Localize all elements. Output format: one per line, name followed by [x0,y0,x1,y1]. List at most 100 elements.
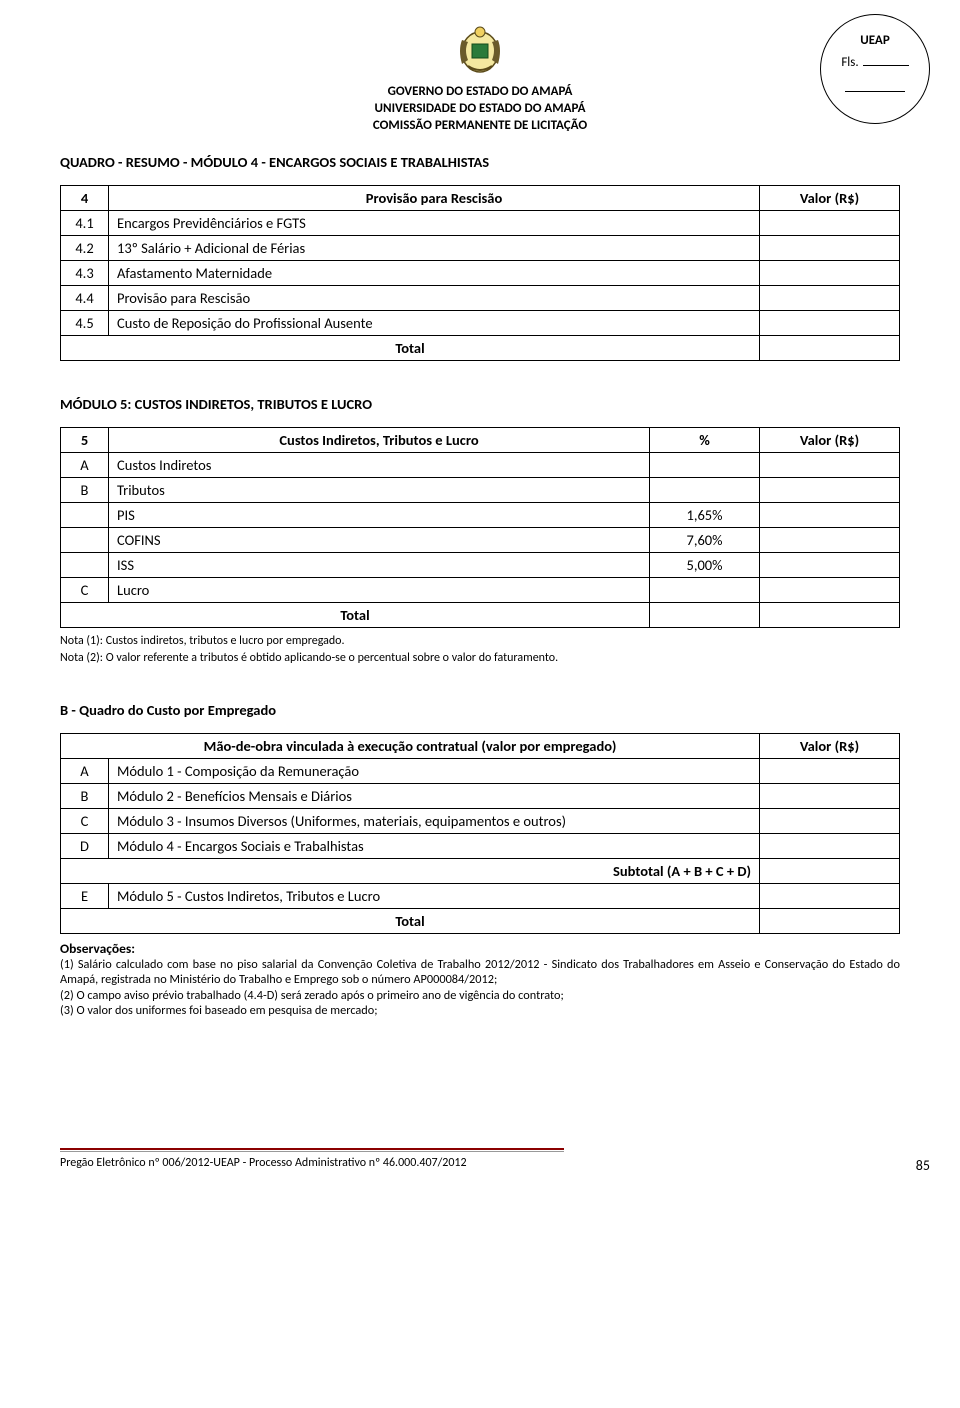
table-row: Total [61,602,900,627]
cell-desc: Encargos Previdênciários e FGTS [109,210,760,235]
cell-desc: Custo de Reposição do Profissional Ausen… [109,310,760,335]
cell-val [760,452,900,477]
table-row: 4.3 Afastamento Maternidade [61,260,900,285]
cell-val [760,908,900,933]
table-row: 4.2 13º Salário + Adicional de Férias [61,235,900,260]
cell-key: C [61,577,109,602]
cell-val [760,477,900,502]
obs-title: Observações: [60,940,900,957]
table-row: C Lucro [61,577,900,602]
table-row: ISS 5,00% [61,552,900,577]
mod5-table: 5 Custos Indiretos, Tributos e Lucro % V… [60,427,900,628]
cell-key: A [61,452,109,477]
custo-subtotal: Subtotal (A + B + C + D) [61,858,760,883]
stamp-circle: UEAP Fls. [820,14,930,124]
cell-num: 4.3 [61,260,109,285]
cell-num: 4.2 [61,235,109,260]
cell-val [760,858,900,883]
cell-num: 4.5 [61,310,109,335]
cell-desc: Lucro [109,577,650,602]
cell-pct [650,577,760,602]
table-row: Subtotal (A + B + C + D) [61,858,900,883]
footer: Pregão Eletrônico nº 006/2012-UEAP - Pro… [60,1148,900,1170]
state-crest-icon [448,20,512,76]
cell-pct [650,452,760,477]
mod4-total: Total [61,335,760,360]
mod5-h-num: 5 [61,427,109,452]
custo-table: Mão-de-obra vinculada à execução contrat… [60,733,900,934]
table-row: C Módulo 3 - Insumos Diversos (Uniformes… [61,808,900,833]
cell-desc: PIS [109,502,650,527]
cell-val [760,210,900,235]
table-row: COFINS 7,60% [61,527,900,552]
cell-blank [61,502,109,527]
obs-line-2: (2) O campo aviso prévio trabalhado (4.4… [60,988,900,1003]
cell-desc: ISS [109,552,650,577]
cell-val [760,783,900,808]
quadro-title: QUADRO - RESUMO - MÓDULO 4 - ENCARGOS SO… [60,153,900,171]
footer-rule [60,1148,564,1152]
cell-val [760,808,900,833]
table-row: Total [61,908,900,933]
table-row: Mão-de-obra vinculada à execução contrat… [61,733,900,758]
table-row: 4.4 Provisão para Rescisão [61,285,900,310]
table-row: A Custos Indiretos [61,452,900,477]
table-row: D Módulo 4 - Encargos Sociais e Trabalhi… [61,833,900,858]
cell-pct [650,602,760,627]
cell-val [760,235,900,260]
cell-val [760,310,900,335]
cell-num: 4.1 [61,210,109,235]
mod5-h-val: Valor (R$) [760,427,900,452]
table-row: Total [61,335,900,360]
cell-key: E [61,883,109,908]
cell-val [760,285,900,310]
stamp-fls-label: Fls. [841,55,858,70]
mod5-total: Total [61,602,650,627]
cell-val [760,335,900,360]
cell-desc: Módulo 2 - Benefícios Mensais e Diários [109,783,760,808]
cell-pct: 5,00% [650,552,760,577]
stamp-fls-blank [863,54,909,66]
cell-val [760,502,900,527]
table-row: B Módulo 2 - Benefícios Mensais e Diário… [61,783,900,808]
cell-pct: 1,65% [650,502,760,527]
cell-blank [61,552,109,577]
subb-title: B - Quadro do Custo por Empregado [60,701,900,719]
mod5-note1: Nota (1): Custos indiretos, tributos e l… [60,634,900,650]
mod4-h-val: Valor (R$) [760,185,900,210]
cell-key: B [61,477,109,502]
cell-val [760,833,900,858]
cell-val [760,260,900,285]
table-row: 4 Provisão para Rescisão Valor (R$) [61,185,900,210]
obs-line-1: (1) Salário calculado com base no piso s… [60,957,900,988]
cell-desc: COFINS [109,527,650,552]
cell-desc: Provisão para Rescisão [109,285,760,310]
stamp-ueap: UEAP [860,33,889,48]
footer-text: Pregão Eletrônico nº 006/2012-UEAP - Pro… [60,1156,900,1170]
cell-val [760,577,900,602]
cell-desc: Módulo 1 - Composição da Remuneração [109,758,760,783]
cell-key: C [61,808,109,833]
table-row: 4.5 Custo de Reposição do Profissional A… [61,310,900,335]
table-row: E Módulo 5 - Custos Indiretos, Tributos … [61,883,900,908]
custo-h-val: Valor (R$) [760,733,900,758]
cell-key: A [61,758,109,783]
cell-key: D [61,833,109,858]
custo-h-desc: Mão-de-obra vinculada à execução contrat… [61,733,760,758]
cell-val [760,602,900,627]
cell-desc: 13º Salário + Adicional de Férias [109,235,760,260]
cell-val [760,883,900,908]
mod4-h-desc: Provisão para Rescisão [109,185,760,210]
mod5-note2: Nota (2): O valor referente a tributos é… [60,651,900,667]
stamp-blank-line [845,80,905,92]
table-row: B Tributos [61,477,900,502]
cell-desc: Afastamento Maternidade [109,260,760,285]
table-row: 4.1 Encargos Previdênciários e FGTS [61,210,900,235]
cell-key: B [61,783,109,808]
cell-desc: Módulo 3 - Insumos Diversos (Uniformes, … [109,808,760,833]
cell-desc: Custos Indiretos [109,452,650,477]
mod5-h-desc: Custos Indiretos, Tributos e Lucro [109,427,650,452]
cell-val [760,527,900,552]
mod4-table: 4 Provisão para Rescisão Valor (R$) 4.1 … [60,185,900,361]
mod4-h-num: 4 [61,185,109,210]
